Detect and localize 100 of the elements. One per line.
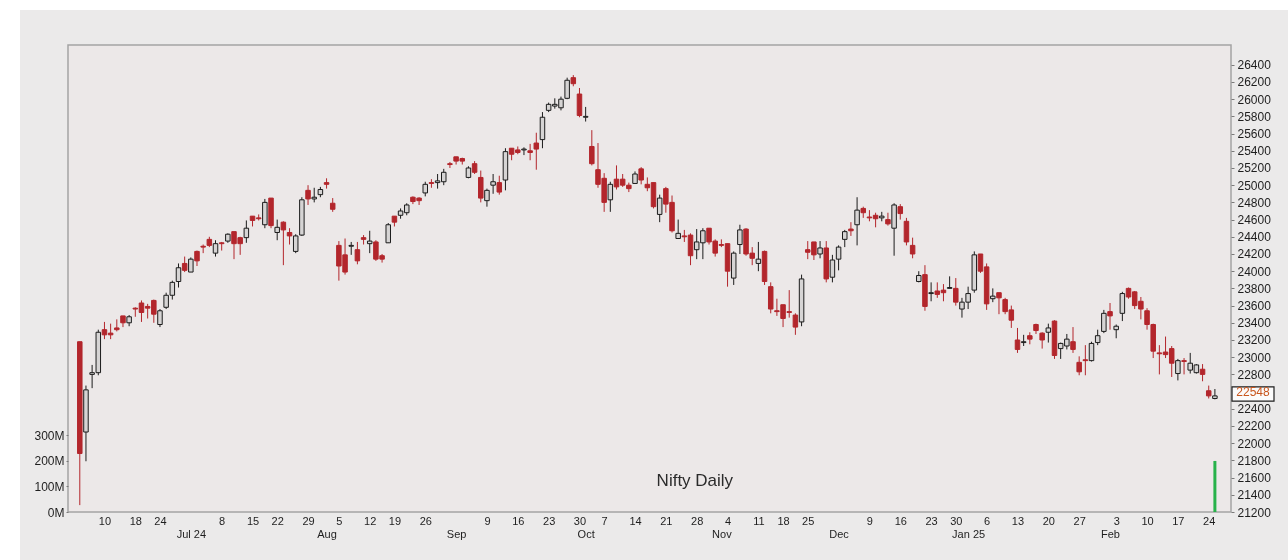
- candlestick: [996, 292, 1002, 315]
- x-tick-label: Sep: [446, 527, 467, 540]
- x-tick-label: 29: [302, 514, 315, 527]
- candlestick: [1119, 291, 1126, 322]
- x-tick-label: 4: [724, 514, 732, 527]
- candlestick: [1107, 302, 1113, 331]
- y2-tick-label: 22400: [1237, 402, 1272, 417]
- y2-tick-label: 25400: [1237, 144, 1272, 159]
- x-tick-label: 11: [753, 514, 765, 527]
- y-tick-label: 100M: [34, 479, 65, 494]
- candlestick: [262, 198, 268, 229]
- candlestick: [484, 188, 490, 208]
- y2-tick-label: 21800: [1237, 453, 1272, 468]
- candlestick: [175, 262, 182, 289]
- candlestick: [527, 143, 533, 161]
- candlestick: [767, 281, 774, 314]
- x-tick-label: Feb: [1101, 527, 1121, 540]
- y2-tick-label: 26400: [1237, 58, 1272, 73]
- candlestick: [1181, 357, 1187, 375]
- x-tick-label: 10: [98, 514, 112, 527]
- candlestick: [354, 241, 361, 265]
- x-tick-label: 30: [950, 514, 963, 527]
- x-tick-label: Oct: [577, 527, 595, 540]
- candlestick: [1175, 358, 1181, 381]
- candlestick: [478, 170, 484, 203]
- x-tick-label: Jan 25: [952, 527, 986, 540]
- candlestick: [755, 241, 762, 272]
- x-tick-label: Nov: [712, 527, 733, 540]
- x-tick-label: 30: [573, 514, 587, 527]
- x-tick-label: 22: [271, 514, 284, 527]
- candlestick: [909, 237, 916, 259]
- candlestick: [607, 181, 614, 213]
- candlestick: [928, 281, 934, 302]
- x-tick-label: Dec: [829, 527, 850, 540]
- candlestick: [533, 132, 540, 171]
- x-tick-label: 10: [1141, 514, 1154, 527]
- candlestick: [953, 277, 959, 307]
- y2-tick-label: 25000: [1237, 178, 1272, 193]
- y2-tick-label: 26000: [1237, 92, 1272, 107]
- candlestick: [1014, 327, 1021, 354]
- x-tick-label: 17: [1172, 514, 1185, 527]
- y2-tick-label: 22800: [1237, 367, 1272, 382]
- text: Nifty Daily: [656, 471, 734, 490]
- y2-tick-label: 22000: [1237, 436, 1272, 451]
- candlestick: [243, 219, 250, 244]
- candlestick: [157, 308, 163, 328]
- y2-tick-label: 26200: [1237, 75, 1272, 90]
- x-tick-label: 7: [601, 514, 608, 527]
- x-tick-label: 23: [543, 514, 556, 527]
- candlestick: [848, 221, 854, 237]
- y2-tick-label: 23400: [1237, 316, 1272, 331]
- y2-tick-label: 23800: [1237, 281, 1272, 296]
- candlestick: [366, 230, 373, 254]
- x-tick-label: 16: [894, 514, 907, 527]
- x-tick-label: 12: [364, 514, 377, 527]
- x-tick-label: 24: [154, 514, 167, 527]
- text: 22548: [1236, 385, 1271, 400]
- x-tick-label: 18: [129, 514, 142, 527]
- y2-tick-label: 21200: [1237, 505, 1272, 520]
- y2-tick-label: 24200: [1237, 247, 1272, 262]
- x-tick-label: 9: [866, 514, 873, 527]
- x-tick-label: 9: [484, 514, 491, 527]
- candlestick: [1070, 326, 1076, 354]
- x-tick-label: 6: [984, 514, 991, 527]
- candlestick: [885, 212, 891, 227]
- x-tick-label: 18: [777, 514, 790, 527]
- x-tick-label: 14: [629, 514, 642, 527]
- x-tick-label: 20: [1042, 514, 1055, 527]
- y2-tick-label: 25600: [1237, 127, 1272, 142]
- candlestick: [385, 222, 391, 244]
- candlestick: [792, 312, 799, 336]
- y-tick-label: 0M: [47, 505, 65, 520]
- candlestick: [521, 146, 527, 156]
- x-tick-label: 5: [336, 514, 343, 527]
- x-tick-label: Aug: [317, 527, 337, 540]
- candlestick: [903, 217, 910, 246]
- candlestick: [656, 194, 663, 223]
- x-tick-label: 24: [1203, 514, 1216, 527]
- candlestick: [274, 219, 280, 241]
- candlestick: [1045, 323, 1052, 344]
- candlestick: [305, 184, 311, 206]
- candlestick: [854, 196, 860, 246]
- y2-tick-label: 24600: [1237, 213, 1272, 228]
- y2-tick-label: 21600: [1237, 471, 1272, 486]
- candlestick: [496, 175, 503, 196]
- candlestick: [675, 219, 681, 240]
- x-tick-label: 26: [419, 514, 432, 527]
- y2-tick-label: 21400: [1237, 488, 1272, 503]
- y2-tick-label: 23200: [1237, 333, 1272, 348]
- x-tick-label: 23: [925, 514, 938, 527]
- y2-tick-label: 23600: [1237, 299, 1272, 314]
- y2-tick-label: 24800: [1237, 195, 1272, 210]
- x-tick-label: Jul 24: [176, 527, 207, 540]
- candlestick: [1076, 355, 1082, 376]
- x-tick-label: 8: [219, 514, 226, 527]
- candlestick: [490, 173, 496, 195]
- y2-tick-label: 25200: [1237, 161, 1272, 176]
- candlestick: [447, 161, 453, 169]
- y2-tick-label: 25800: [1237, 109, 1272, 124]
- y2-tick-label: 23000: [1237, 350, 1272, 365]
